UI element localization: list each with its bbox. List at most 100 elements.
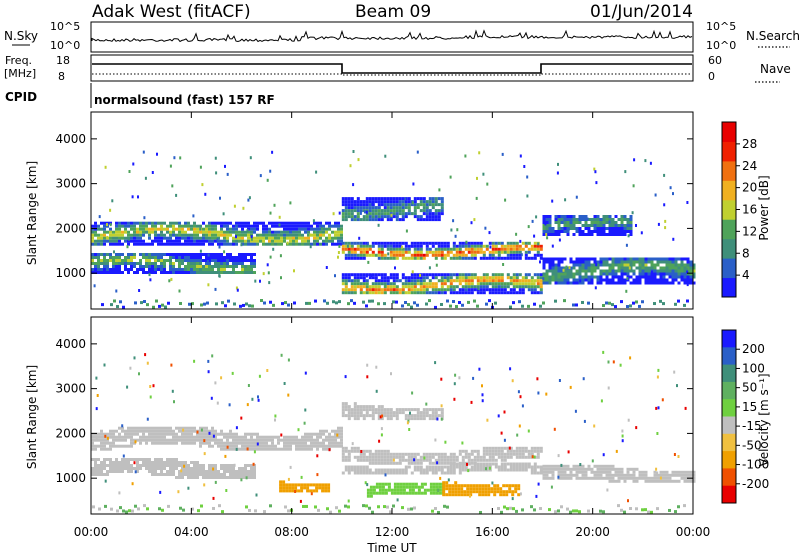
power-cell <box>569 275 573 279</box>
velocity-cell <box>372 485 376 489</box>
power-cell <box>142 253 145 256</box>
velocity-cell <box>500 465 504 469</box>
velocity-colorbar-swatch <box>722 433 736 452</box>
power-cell <box>398 250 402 254</box>
velocity-cell <box>326 507 329 511</box>
velocity-cell <box>181 476 184 479</box>
power-cell <box>431 285 435 289</box>
power-cell <box>371 215 375 219</box>
power-cell <box>98 215 101 219</box>
velocity-cell <box>416 411 420 415</box>
power-cell <box>160 226 163 230</box>
velocity-cell <box>371 461 375 465</box>
velocity-cell <box>344 446 348 450</box>
velocity-cell <box>511 379 514 383</box>
velocity-cell <box>671 479 675 483</box>
velocity-cell <box>347 471 351 475</box>
power-cell <box>109 223 112 227</box>
power-cell <box>359 241 363 245</box>
power-cell <box>512 244 516 248</box>
velocity-cell <box>181 464 184 467</box>
velocity-cell <box>100 429 103 433</box>
power-cell <box>247 230 250 234</box>
power-cell <box>419 218 423 222</box>
power-cell <box>154 239 157 243</box>
velocity-cell <box>558 379 561 382</box>
power-cell <box>363 217 366 221</box>
power-cell <box>548 281 552 285</box>
power-cell <box>404 212 408 216</box>
power-cell <box>362 241 366 245</box>
velocity-cell <box>229 435 232 439</box>
power-cell <box>172 230 175 234</box>
velocity-cell <box>428 461 432 465</box>
power-cell <box>319 221 322 225</box>
velocity-cell <box>359 458 363 462</box>
velocity-cell <box>661 398 664 402</box>
power-cell <box>161 303 164 307</box>
power-cell <box>653 269 657 273</box>
velocity-cell <box>250 473 253 476</box>
power-cell <box>121 230 124 234</box>
power-cell <box>506 282 510 286</box>
power-cell <box>127 262 130 265</box>
power-cell <box>262 224 265 228</box>
power-cell <box>431 250 435 254</box>
velocity-cell <box>203 439 206 443</box>
power-cell <box>602 269 606 273</box>
power-cell <box>380 279 384 283</box>
velocity-cell <box>148 470 151 473</box>
velocity-cell <box>154 432 157 436</box>
power-cell <box>316 233 319 237</box>
velocity-cell <box>199 470 202 473</box>
power-cell <box>488 299 491 303</box>
velocity-cell <box>142 435 145 439</box>
power-cell <box>292 224 295 228</box>
power-cell <box>626 221 630 224</box>
power-cell <box>365 291 369 295</box>
power-cell <box>187 221 190 225</box>
power-cell <box>470 244 474 248</box>
power-cell <box>280 224 283 228</box>
power-cell <box>347 215 351 219</box>
power-cell <box>629 233 633 236</box>
velocity-cell <box>398 452 402 456</box>
power-cell <box>599 260 603 264</box>
velocity-cell <box>503 468 507 472</box>
power-cell <box>512 256 516 260</box>
power-cell <box>325 266 328 269</box>
power-cell <box>569 257 573 261</box>
velocity-cell <box>557 473 561 477</box>
velocity-cell <box>620 470 624 474</box>
power-cell <box>395 244 399 248</box>
velocity-cell <box>356 405 360 409</box>
velocity-cell <box>578 470 582 474</box>
velocity-cell <box>398 411 402 415</box>
velocity-cell <box>171 389 174 393</box>
velocity-cell <box>341 471 345 475</box>
velocity-cell <box>392 452 396 456</box>
beam-title: Beam 09 <box>355 2 431 22</box>
velocity-cell <box>279 486 283 490</box>
power-cell <box>283 239 286 243</box>
velocity-cell <box>190 473 193 476</box>
power-cell <box>178 259 181 262</box>
velocity-cell <box>484 490 488 494</box>
power-cell <box>184 236 187 240</box>
velocity-cell <box>337 435 340 439</box>
power-cell <box>653 257 657 261</box>
power-cell <box>542 227 546 230</box>
velocity-cell <box>692 473 696 477</box>
power-cell <box>575 260 579 264</box>
velocity-cell <box>484 484 488 488</box>
velocity-cell <box>413 461 417 465</box>
power-cell <box>383 291 387 295</box>
velocity-cell <box>350 411 354 415</box>
velocity-cell <box>148 458 151 461</box>
power-cell <box>446 253 450 257</box>
power-cell <box>109 227 112 231</box>
velocity-cell <box>410 452 414 456</box>
velocity-cell <box>347 455 351 459</box>
velocity-cell <box>226 441 229 445</box>
power-cell <box>214 259 217 262</box>
